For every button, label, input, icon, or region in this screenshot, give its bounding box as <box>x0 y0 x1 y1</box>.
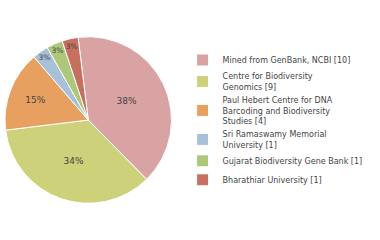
svg-text:15%: 15% <box>25 95 45 105</box>
svg-text:Sri Ramaswamy MemorialUniversi: Sri Ramaswamy MemorialUniversity [1] <box>223 130 327 149</box>
svg-text:Paul Hebert Centre for DNABarc: Paul Hebert Centre for DNABarcoding and … <box>223 96 333 126</box>
svg-text:3%: 3% <box>38 53 50 62</box>
svg-text:Centre for BiodiversityGenomic: Centre for BiodiversityGenomics [9] <box>223 72 313 91</box>
svg-text:34%: 34% <box>64 156 84 166</box>
svg-text:Mined from GenBank, NCBI [10]: Mined from GenBank, NCBI [10] <box>223 56 351 65</box>
svg-text:3%: 3% <box>51 46 63 55</box>
svg-text:Bharathiar University [1]: Bharathiar University [1] <box>223 176 322 185</box>
svg-text:3%: 3% <box>66 42 78 51</box>
svg-text:Gujarat Biodiversity Gene Bank: Gujarat Biodiversity Gene Bank [1] <box>223 157 363 166</box>
svg-text:38%: 38% <box>117 96 137 106</box>
